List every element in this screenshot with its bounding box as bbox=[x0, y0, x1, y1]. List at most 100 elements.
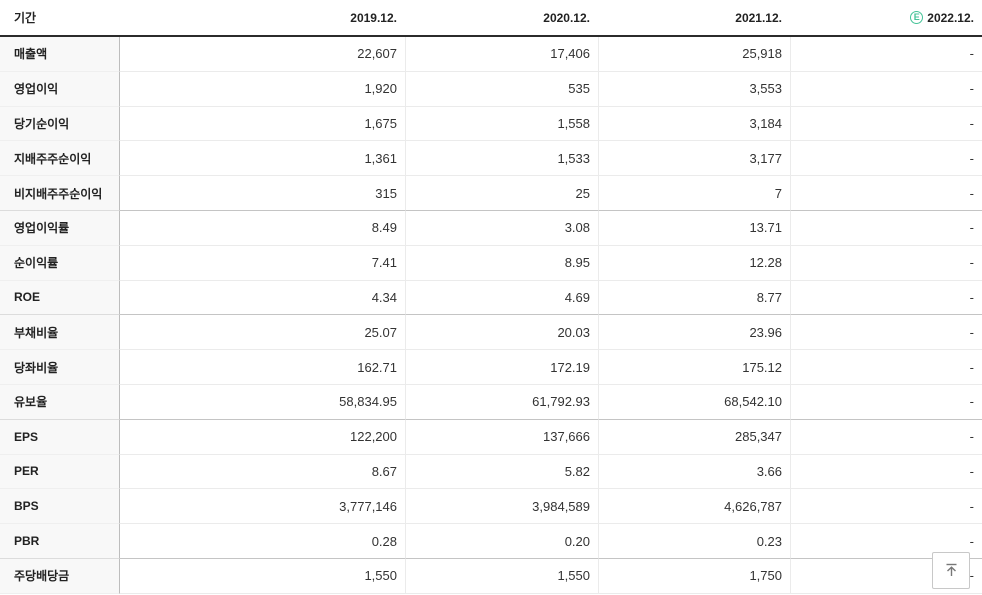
row-label: 부채비율 bbox=[0, 315, 120, 351]
year-column-header-2022-estimate: E 2022.12. bbox=[790, 0, 982, 35]
value-cell: 3,177 bbox=[598, 141, 790, 177]
value-cell: 137,666 bbox=[405, 419, 598, 455]
row-label: 매출액 bbox=[0, 37, 120, 72]
value-cell: 315 bbox=[120, 176, 405, 211]
table-row: PER 8.67 5.82 3.66- bbox=[0, 454, 982, 490]
value-cell: 8.77 bbox=[598, 280, 790, 316]
value-cell: 3.08 bbox=[405, 210, 598, 246]
year-header-label: 2020.12. bbox=[543, 10, 590, 25]
row-label: 유보율 bbox=[0, 384, 120, 420]
period-column-header: 기간 bbox=[0, 0, 120, 35]
value-cell: 23.96 bbox=[598, 315, 790, 351]
table-body: 매출액 22,607 17,406 25,918- 영업이익 1,920 535 3,5… bbox=[0, 37, 982, 594]
row-label: EPS bbox=[0, 419, 120, 455]
value-cell: - bbox=[790, 489, 982, 525]
value-cell: 1,920 bbox=[120, 72, 405, 107]
value-cell: 12.28 bbox=[598, 245, 790, 281]
table-row: 주당배당금 1,550 1,550 1,750- bbox=[0, 558, 982, 594]
value-cell: 175.12 bbox=[598, 350, 790, 385]
value-cell: 3,984,589 bbox=[405, 489, 598, 525]
table-row: 유보율 58,834.95 61,792.93 68,542.10- bbox=[0, 384, 982, 420]
value-cell: 7.41 bbox=[120, 246, 405, 281]
table-row: PBR 0.28 0.20 0.23- bbox=[0, 524, 982, 559]
table-row: 영업이익률 8.49 3.08 13.71- bbox=[0, 210, 982, 246]
value-cell: 4.34 bbox=[120, 281, 405, 316]
row-label: 영업이익률 bbox=[0, 210, 120, 246]
table-row: 당기순이익 1,675 1,558 3,184- bbox=[0, 106, 982, 142]
row-label: BPS bbox=[0, 489, 120, 525]
value-cell: 13.71 bbox=[598, 210, 790, 246]
value-cell: 1,533 bbox=[405, 141, 598, 177]
value-cell: 1,675 bbox=[120, 107, 405, 142]
row-label: 영업이익 bbox=[0, 71, 120, 107]
value-cell: - bbox=[790, 384, 982, 420]
value-cell: - bbox=[790, 106, 982, 142]
table-row: 순이익률 7.41 8.95 12.28- bbox=[0, 245, 982, 281]
value-cell: 172.19 bbox=[405, 350, 598, 385]
value-cell: 8.49 bbox=[120, 211, 405, 246]
arrow-to-top-icon bbox=[943, 562, 960, 579]
value-cell: 5.82 bbox=[405, 454, 598, 490]
year-header-label: 2021.12. bbox=[735, 10, 782, 25]
value-cell: 3.66 bbox=[598, 454, 790, 490]
value-cell: 8.95 bbox=[405, 245, 598, 281]
row-label: 주당배당금 bbox=[0, 558, 120, 594]
table-row: 비지배주주순이익 315 25 7- bbox=[0, 176, 982, 211]
table-row: 지배주주순이익 1,361 1,533 3,177- bbox=[0, 141, 982, 177]
value-cell: 25.07 bbox=[120, 315, 405, 351]
value-cell: 0.23 bbox=[598, 524, 790, 559]
table-row: EPS 122,200 137,666 285,347- bbox=[0, 419, 982, 455]
value-cell: 0.20 bbox=[405, 524, 598, 559]
value-cell: 3,184 bbox=[598, 106, 790, 142]
value-cell: 1,361 bbox=[120, 141, 405, 177]
value-cell: - bbox=[790, 71, 982, 107]
value-cell: - bbox=[790, 315, 982, 351]
row-label: 당기순이익 bbox=[0, 106, 120, 142]
value-cell: 1,558 bbox=[405, 106, 598, 142]
value-cell: 1,550 bbox=[120, 559, 405, 594]
value-cell: - bbox=[790, 141, 982, 177]
value-cell: - bbox=[790, 280, 982, 316]
row-label: 당좌비율 bbox=[0, 350, 120, 385]
value-cell: - bbox=[790, 558, 982, 594]
year-header-label: 2022.12. bbox=[927, 10, 974, 25]
value-cell: - bbox=[790, 350, 982, 385]
row-label: 순이익률 bbox=[0, 245, 120, 281]
value-cell: 0.28 bbox=[120, 524, 405, 559]
value-cell: 1,750 bbox=[598, 558, 790, 594]
row-label: ROE bbox=[0, 280, 120, 316]
value-cell: 25,918 bbox=[598, 37, 790, 72]
value-cell: 25 bbox=[405, 176, 598, 211]
value-cell: 22,607 bbox=[120, 37, 405, 72]
value-cell: - bbox=[790, 245, 982, 281]
value-cell: - bbox=[790, 419, 982, 455]
value-cell: 285,347 bbox=[598, 419, 790, 455]
value-cell: 3,777,146 bbox=[120, 489, 405, 525]
value-cell: 8.67 bbox=[120, 455, 405, 490]
value-cell: - bbox=[790, 176, 982, 211]
table-row: ROE 4.34 4.69 8.77- bbox=[0, 280, 982, 316]
value-cell: - bbox=[790, 524, 982, 559]
value-cell: 20.03 bbox=[405, 315, 598, 351]
value-cell: 68,542.10 bbox=[598, 384, 790, 420]
year-column-header-2020: 2020.12. bbox=[405, 0, 598, 35]
value-cell: 3,553 bbox=[598, 71, 790, 107]
row-label: 비지배주주순이익 bbox=[0, 176, 120, 211]
value-cell: - bbox=[790, 37, 982, 72]
scroll-to-top-button[interactable] bbox=[932, 552, 970, 589]
value-cell: 535 bbox=[405, 71, 598, 107]
value-cell: 122,200 bbox=[120, 420, 405, 455]
value-cell: 58,834.95 bbox=[120, 385, 405, 420]
row-label: PBR bbox=[0, 524, 120, 559]
row-label: PER bbox=[0, 454, 120, 490]
value-cell: 4.69 bbox=[405, 280, 598, 316]
value-cell: 17,406 bbox=[405, 37, 598, 72]
table-row: 영업이익 1,920 535 3,553- bbox=[0, 71, 982, 107]
table-row: 부채비율 25.07 20.03 23.96- bbox=[0, 315, 982, 351]
value-cell: 61,792.93 bbox=[405, 384, 598, 420]
year-header-label: 2019.12. bbox=[350, 10, 397, 25]
table-header-row: 기간 2019.12. 2020.12. 2021.12. E 2022.12. bbox=[0, 0, 982, 37]
value-cell: - bbox=[790, 454, 982, 490]
